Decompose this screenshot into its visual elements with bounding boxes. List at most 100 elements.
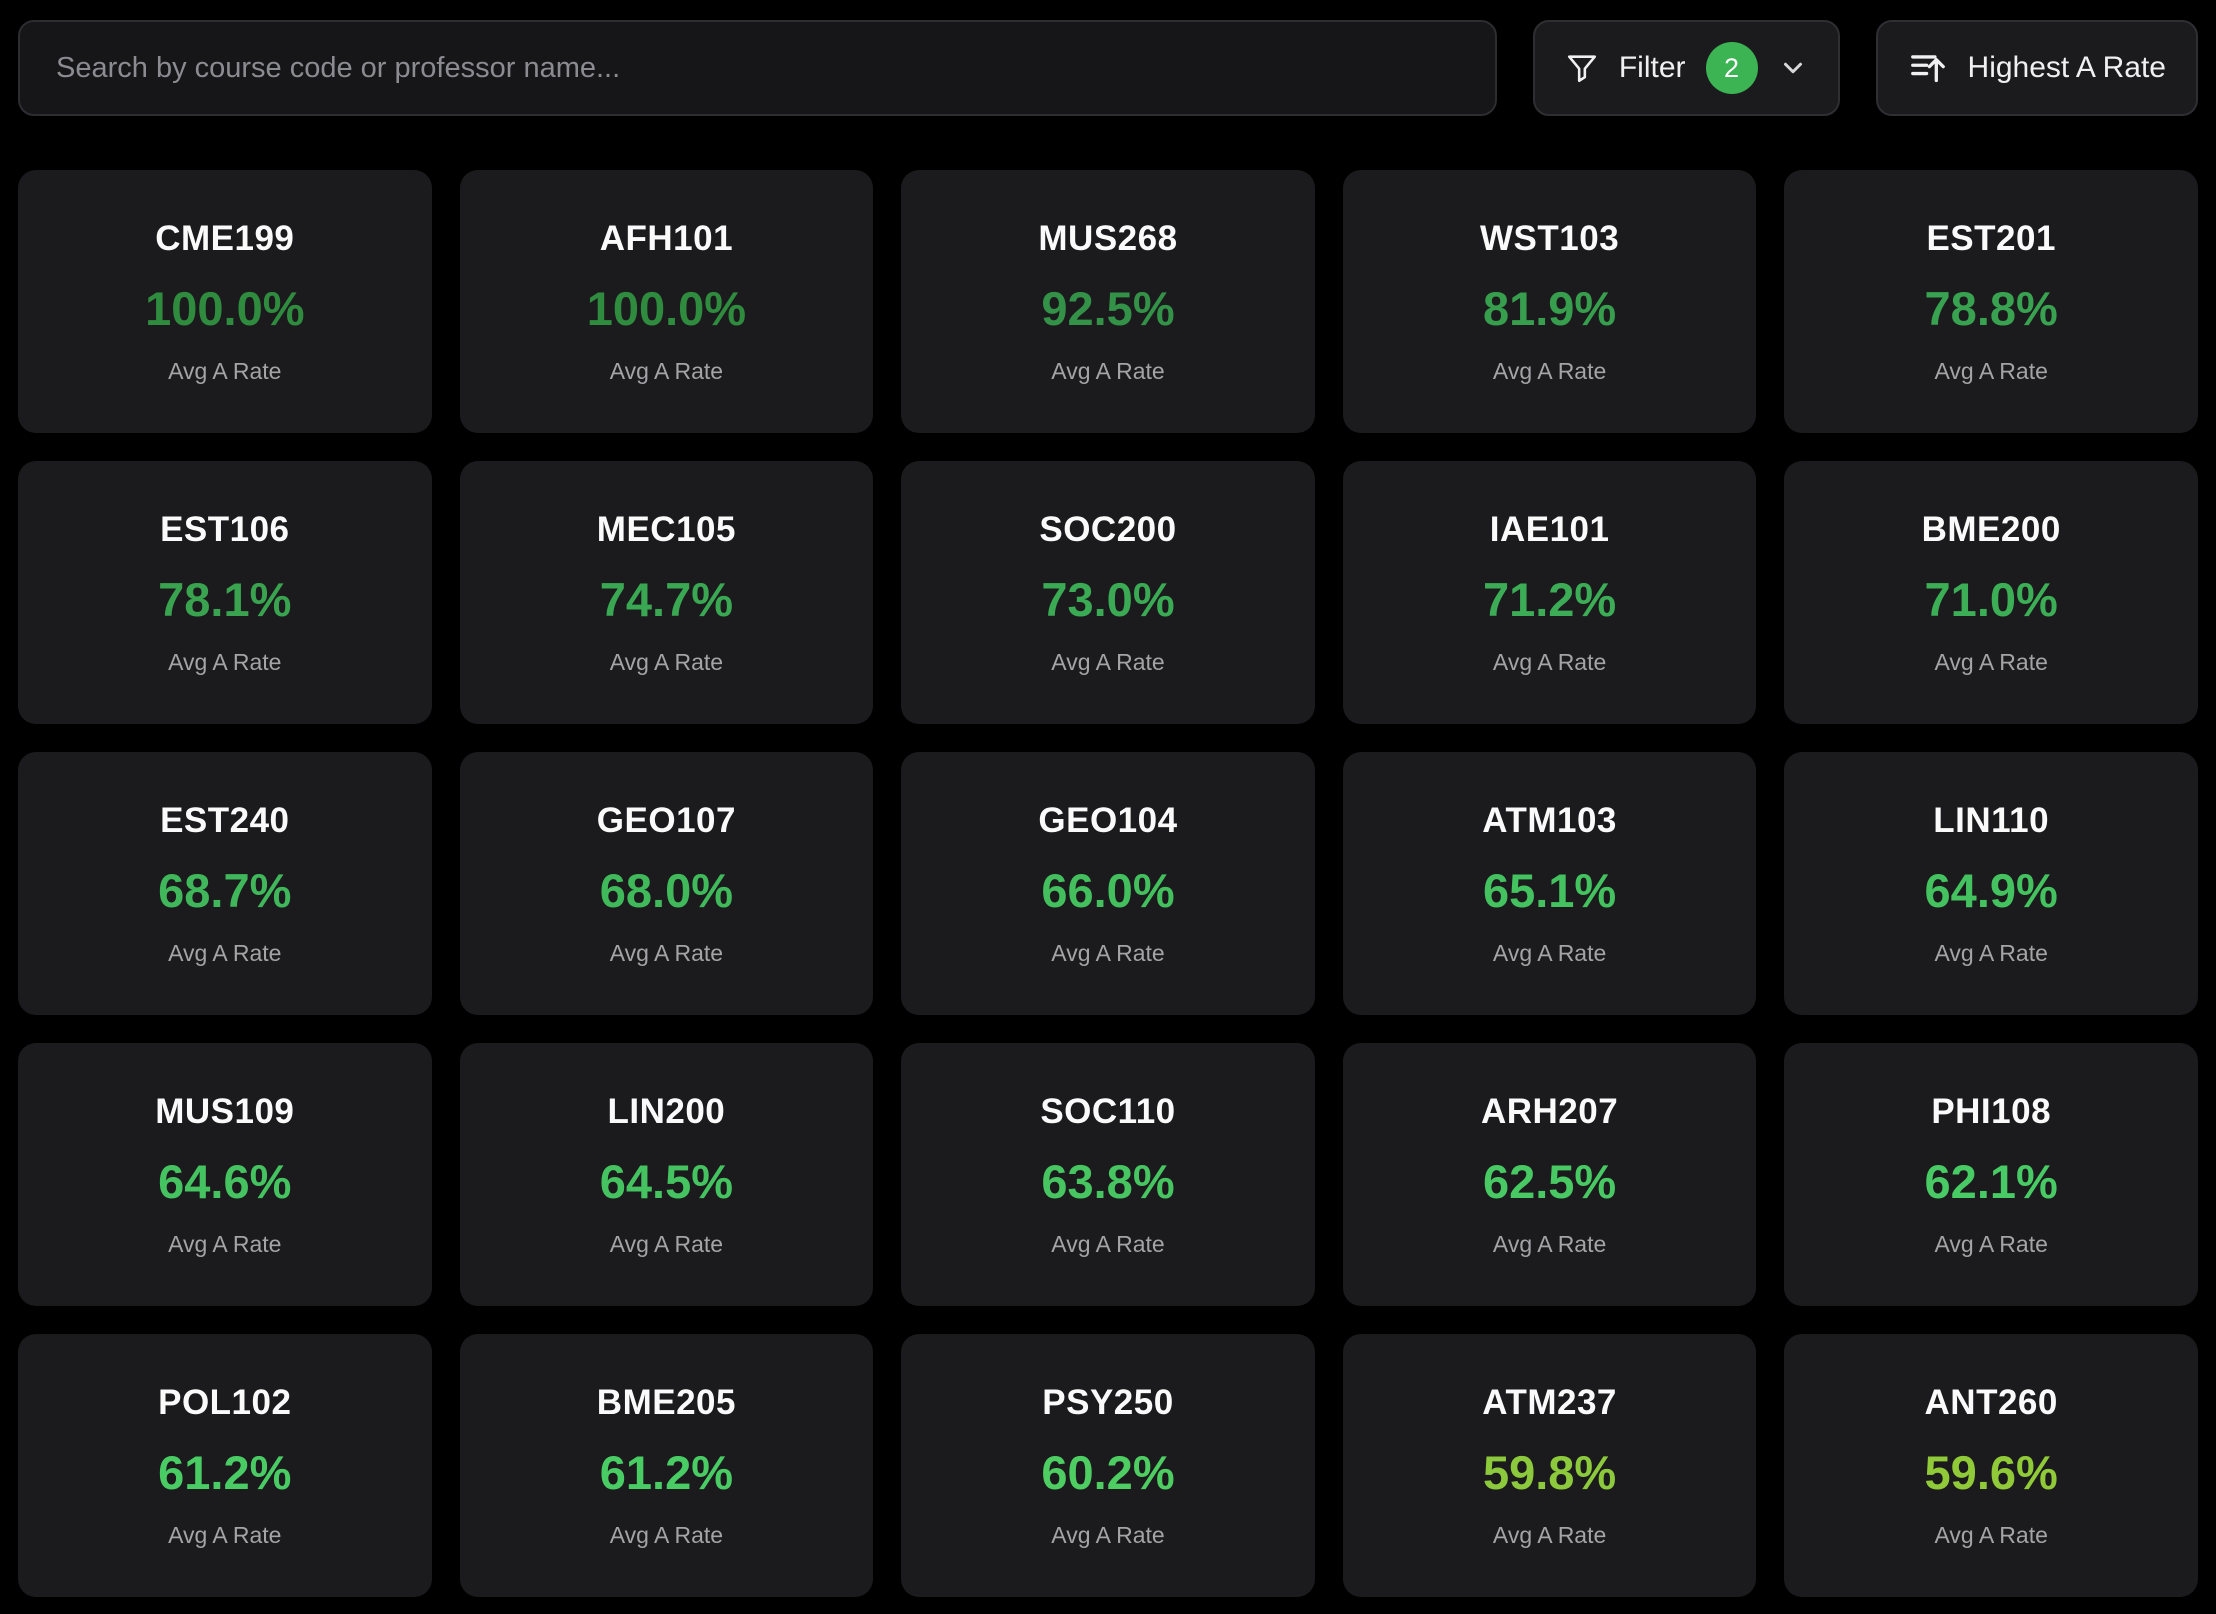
rate-value: 78.1% [158,572,292,626]
rate-value: 73.0% [1041,572,1175,626]
rate-value: 61.2% [599,1445,734,1499]
rate-value: 74.7% [599,572,734,626]
course-code: BME205 [596,1382,736,1422]
sort-label: Highest A Rate [1967,51,2166,84]
rate-value: 64.5% [599,1154,734,1208]
rate-value: 59.8% [1482,1445,1617,1499]
rate-label: Avg A Rate [1492,1521,1607,1548]
rate-label: Avg A Rate [1492,1230,1607,1257]
course-card[interactable]: PHI108 62.1% Avg A Rate [1784,1043,2198,1306]
course-code: IAE101 [1489,509,1610,549]
rate-value: 62.5% [1482,1154,1617,1208]
course-code: ATM103 [1482,800,1617,840]
rate-label: Avg A Rate [168,357,282,384]
course-code: BME200 [1921,509,2061,549]
rate-label: Avg A Rate [1051,648,1165,675]
course-code: GEO104 [1038,800,1178,840]
course-card[interactable]: EST201 78.8% Avg A Rate [1784,170,2198,433]
search-input[interactable] [18,20,1497,116]
rate-label: Avg A Rate [609,1230,724,1257]
course-code: EST106 [160,509,290,549]
filter-button[interactable]: Filter 2 [1532,20,1840,116]
course-code: MEC105 [596,509,736,549]
rate-label: Avg A Rate [1492,357,1607,384]
course-card[interactable]: MUS109 64.6% Avg A Rate [18,1043,432,1306]
course-card[interactable]: MEC105 74.7% Avg A Rate [459,461,874,724]
rate-value: 63.8% [1041,1154,1175,1208]
course-card[interactable]: BME205 61.2% Avg A Rate [459,1334,874,1597]
rate-label: Avg A Rate [1934,1521,2048,1548]
course-card[interactable]: PSY250 60.2% Avg A Rate [901,1334,1315,1597]
rate-value: 62.1% [1924,1154,2058,1208]
rate-label: Avg A Rate [609,648,724,675]
course-code: EST201 [1926,218,2056,258]
course-card[interactable]: POL102 61.2% Avg A Rate [18,1334,432,1597]
course-card[interactable]: SOC200 73.0% Avg A Rate [901,461,1315,724]
rate-label: Avg A Rate [1051,357,1165,384]
course-code: SOC110 [1040,1091,1176,1131]
rate-label: Avg A Rate [1934,357,2048,384]
course-card[interactable]: EST240 68.7% Avg A Rate [18,752,432,1015]
rate-label: Avg A Rate [1051,1521,1165,1548]
course-card[interactable]: LIN110 64.9% Avg A Rate [1784,752,2198,1015]
filter-count-badge: 2 [1705,42,1758,94]
rate-value: 59.6% [1924,1445,2058,1499]
course-card[interactable]: IAE101 71.2% Avg A Rate [1342,461,1757,724]
sort-button[interactable]: Highest A Rate [1875,20,2198,116]
course-card[interactable]: GEO104 66.0% Avg A Rate [901,752,1315,1015]
course-code: ANT260 [1924,1382,2058,1422]
course-card[interactable]: EST106 78.1% Avg A Rate [18,461,432,724]
course-card-grid: CME199 100.0% Avg A Rate AFH101 100.0% A… [0,116,2216,1597]
rate-label: Avg A Rate [168,1230,282,1257]
rate-label: Avg A Rate [1934,648,2048,675]
rate-label: Avg A Rate [1934,939,2048,966]
rate-label: Avg A Rate [1051,1230,1165,1257]
course-code: MUS109 [155,1091,295,1131]
course-code: LIN200 [607,1091,726,1131]
course-code: POL102 [158,1382,292,1422]
course-code: EST240 [160,800,290,840]
course-card[interactable]: CME199 100.0% Avg A Rate [18,170,432,433]
course-card[interactable]: BME200 71.0% Avg A Rate [1784,461,2198,724]
rate-value: 64.9% [1924,863,2058,917]
course-code: CME199 [155,218,295,258]
course-code: ARH207 [1480,1091,1619,1131]
course-card[interactable]: ANT260 59.6% Avg A Rate [1784,1334,2198,1597]
rate-label: Avg A Rate [609,939,724,966]
rate-label: Avg A Rate [1492,648,1607,675]
course-code: AFH101 [599,218,734,258]
course-card[interactable]: GEO107 68.0% Avg A Rate [459,752,874,1015]
course-code: SOC200 [1039,509,1177,549]
course-card[interactable]: AFH101 100.0% Avg A Rate [459,170,874,433]
top-toolbar: Filter 2 Highest A Rate [0,0,2216,116]
course-card[interactable]: MUS268 92.5% Avg A Rate [901,170,1315,433]
rate-label: Avg A Rate [1492,939,1607,966]
course-code: PHI108 [1931,1091,2052,1131]
course-card[interactable]: ATM237 59.8% Avg A Rate [1342,1334,1757,1597]
rate-value: 92.5% [1041,281,1175,335]
course-card[interactable]: ARH207 62.5% Avg A Rate [1342,1043,1757,1306]
course-code: GEO107 [596,800,736,840]
rate-value: 68.7% [158,863,292,917]
course-code: ATM237 [1482,1382,1617,1422]
course-card[interactable]: SOC110 63.8% Avg A Rate [901,1043,1315,1306]
filter-funnel-icon [1565,51,1599,85]
course-code: PSY250 [1042,1382,1174,1422]
rate-label: Avg A Rate [1934,1230,2048,1257]
rate-value: 81.9% [1482,281,1617,335]
course-card[interactable]: WST103 81.9% Avg A Rate [1342,170,1757,433]
rate-label: Avg A Rate [168,1521,282,1548]
rate-value: 61.2% [158,1445,292,1499]
rate-label: Avg A Rate [609,1521,724,1548]
rate-value: 100.0% [586,281,747,335]
rate-value: 65.1% [1482,863,1617,917]
rate-value: 64.6% [158,1154,292,1208]
course-code: WST103 [1480,218,1620,258]
chevron-down-icon [1778,53,1808,83]
course-code: MUS268 [1038,218,1178,258]
rate-value: 78.8% [1924,281,2058,335]
course-card[interactable]: ATM103 65.1% Avg A Rate [1342,752,1757,1015]
rate-value: 66.0% [1041,863,1175,917]
rate-value: 71.0% [1924,572,2058,626]
course-card[interactable]: LIN200 64.5% Avg A Rate [459,1043,874,1306]
